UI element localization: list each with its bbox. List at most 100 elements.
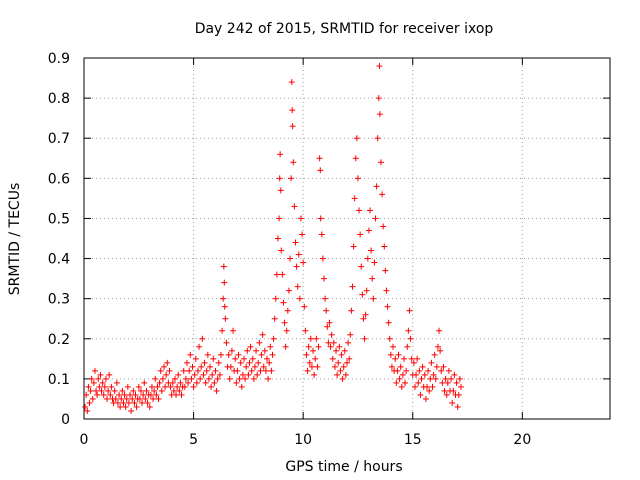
data-point [336, 343, 343, 350]
data-point [259, 331, 266, 338]
data-point [408, 355, 415, 362]
data-point [255, 359, 262, 366]
data-point [437, 347, 444, 354]
data-point [448, 375, 455, 382]
data-point [313, 335, 320, 342]
data-point [180, 367, 187, 374]
data-point [136, 395, 143, 402]
data-point [200, 371, 207, 378]
data-point [124, 383, 131, 390]
data-point [372, 215, 379, 222]
data-point [316, 155, 323, 162]
data-point [237, 359, 244, 366]
data-point [287, 255, 294, 262]
data-point [131, 399, 138, 406]
data-point [324, 323, 331, 330]
data-point [174, 383, 181, 390]
data-point [282, 343, 289, 350]
data-point [221, 279, 228, 286]
data-point [108, 383, 115, 390]
data-point [350, 243, 357, 250]
data-point [351, 195, 358, 202]
data-point [376, 63, 383, 70]
data-point [82, 403, 89, 410]
data-point [265, 375, 272, 382]
data-point [311, 371, 318, 378]
data-point [155, 395, 162, 402]
data-point [279, 271, 286, 278]
data-point [270, 335, 277, 342]
data-point [272, 295, 279, 302]
data-point [422, 395, 429, 402]
data-point [208, 383, 215, 390]
data-point [327, 343, 334, 350]
data-point [221, 303, 228, 310]
data-point [247, 343, 254, 350]
data-point [94, 391, 101, 398]
y-tick-label: 0.8 [48, 91, 70, 107]
data-point [163, 371, 170, 378]
data-point [345, 339, 352, 346]
data-point [294, 283, 301, 290]
data-point [228, 347, 235, 354]
data-point [307, 335, 314, 342]
data-point [194, 367, 201, 374]
data-point [118, 395, 125, 402]
data-point [127, 391, 134, 398]
data-point [202, 379, 209, 386]
data-point [219, 327, 226, 334]
data-point [113, 379, 120, 386]
x-tick-label: 0 [80, 432, 89, 448]
data-point [305, 343, 312, 350]
data-point [356, 207, 363, 214]
data-point [432, 375, 439, 382]
data-point [160, 363, 167, 370]
data-point [102, 375, 109, 382]
data-point [353, 135, 360, 142]
data-point [249, 355, 256, 362]
data-points [82, 63, 464, 414]
data-point [264, 355, 271, 362]
data-point [105, 387, 112, 394]
data-point [312, 355, 319, 362]
data-point [375, 95, 382, 102]
data-point [406, 307, 413, 314]
data-point [421, 371, 428, 378]
data-point [396, 375, 403, 382]
data-point [217, 351, 224, 358]
data-point [83, 391, 90, 398]
y-tick-label: 0.1 [48, 372, 70, 388]
data-point [89, 395, 96, 402]
data-point [380, 223, 387, 230]
data-point [188, 375, 195, 382]
data-point [87, 387, 94, 394]
data-point [433, 363, 440, 370]
data-point [288, 79, 295, 86]
data-point [90, 379, 97, 386]
data-point [385, 319, 392, 326]
data-point [269, 351, 276, 358]
data-point [171, 375, 178, 382]
data-point [107, 391, 114, 398]
data-point [292, 239, 299, 246]
data-point [330, 339, 337, 346]
data-point [284, 307, 291, 314]
plot-border [83, 57, 611, 420]
data-point [431, 351, 438, 358]
data-point [100, 391, 107, 398]
data-point [140, 391, 147, 398]
data-point [170, 387, 177, 394]
data-point [141, 379, 148, 386]
data-point [416, 367, 423, 374]
data-point [123, 395, 130, 402]
data-point [297, 215, 304, 222]
data-point [364, 255, 371, 262]
data-point [236, 375, 243, 382]
data-point [117, 403, 124, 410]
data-point [417, 391, 424, 398]
data-point [205, 375, 212, 382]
data-point [226, 375, 233, 382]
data-point [167, 383, 174, 390]
